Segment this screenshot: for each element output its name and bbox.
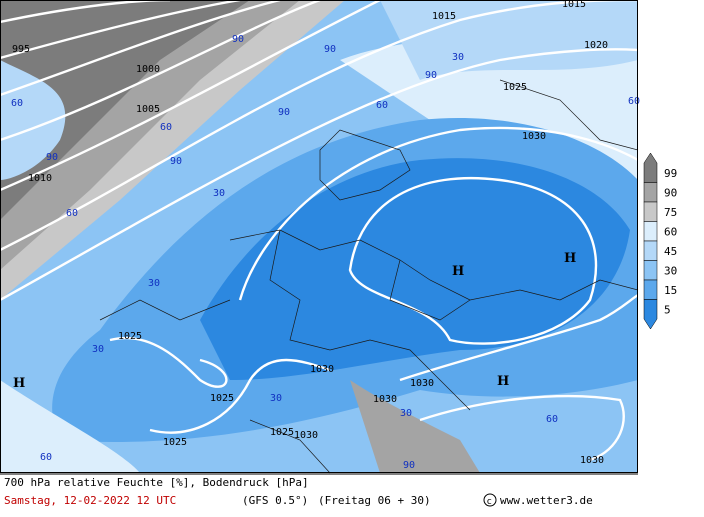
- isobar-label: 1030: [580, 455, 604, 466]
- humidity-label: 30: [452, 52, 464, 63]
- isobar-label: 1030: [310, 364, 334, 375]
- isobar: [0, 48, 639, 302]
- isobar: [419, 394, 625, 462]
- border: [229, 229, 639, 301]
- high-pressure-marker: H: [564, 251, 576, 266]
- isobar-label: 1025: [503, 82, 527, 93]
- humidity-label: 60: [11, 98, 23, 109]
- isobar-label: 1010: [28, 173, 52, 184]
- legend-label: 45: [664, 245, 677, 258]
- humidity-label: 90: [232, 34, 244, 45]
- isobar: [348, 176, 598, 345]
- map-frame: [0, 0, 638, 473]
- humidity-label: 60: [628, 96, 640, 107]
- isobar: [0, 0, 321, 142]
- legend-label: 75: [664, 206, 677, 219]
- map: 9951000100510101015101510201025103010251…: [0, 0, 640, 474]
- humidity-5: [200, 158, 630, 380]
- isobar-label: 1025: [270, 427, 294, 438]
- legend-label: 90: [664, 186, 677, 199]
- legend: 99 90 75 60 45 30 15 5: [643, 152, 677, 330]
- isobar: [0, 0, 281, 97]
- humidity-label: 60: [40, 452, 52, 463]
- legend-swatch: [643, 201, 658, 222]
- caption: 700 hPa relative Feuchte [%], Bodendruck…: [4, 476, 309, 489]
- legend-swatch: [643, 299, 658, 330]
- copyright-icon-c: c: [487, 497, 492, 507]
- border: [389, 259, 471, 321]
- model: (GFS 0.5°): [242, 494, 308, 507]
- site: www.wetter3.de: [500, 494, 593, 507]
- humidity-label: 60: [546, 414, 558, 425]
- isobar-label: 1030: [410, 378, 434, 389]
- humidity-label: 30: [148, 278, 160, 289]
- humidity-label: 30: [400, 408, 412, 419]
- humidity-label: 90: [403, 460, 415, 471]
- humidity-45: [380, 0, 638, 80]
- legend-swatch: [643, 260, 658, 281]
- high-pressure-marker: H: [13, 376, 25, 391]
- run: (Freitag 06 + 30): [318, 494, 431, 507]
- isobars: [0, 0, 639, 462]
- isobar-label: 1000: [136, 64, 160, 75]
- isobar-label: 1020: [584, 40, 608, 51]
- borders: [99, 79, 639, 474]
- legend-swatch: [643, 182, 658, 203]
- legend-swatch: [643, 240, 658, 261]
- humidity-label: 90: [170, 156, 182, 167]
- humidity-label: 90: [324, 44, 336, 55]
- legend-swatch: [643, 221, 658, 242]
- humidity-label: 60: [66, 208, 78, 219]
- border: [499, 79, 639, 151]
- humidity-label: 30: [213, 188, 225, 199]
- border: [269, 229, 471, 411]
- isobar: [0, 0, 381, 192]
- isobar-label: 1015: [432, 11, 456, 22]
- humidity-label: 90: [278, 107, 290, 118]
- isobar-label: 1030: [294, 430, 318, 441]
- humidity-label: 60: [376, 100, 388, 111]
- legend-label: 99: [664, 167, 677, 180]
- isobar-label: 1005: [136, 104, 160, 115]
- legend-label: 5: [664, 303, 671, 316]
- high-pressure-marker: H: [497, 374, 509, 389]
- high-pressure-marker: H: [452, 264, 464, 279]
- isobar-label: 1030: [373, 394, 397, 405]
- isobar-label: 1025: [210, 393, 234, 404]
- isobar-label: 1030: [522, 131, 546, 142]
- date: Samstag, 12-02-2022 12 UTC: [4, 494, 176, 507]
- isobar-label: 1025: [163, 437, 187, 448]
- legend-label: 30: [664, 264, 677, 277]
- humidity-label: 90: [425, 70, 437, 81]
- border: [319, 129, 411, 201]
- humidity-label: 30: [270, 393, 282, 404]
- isobar: [0, 0, 241, 60]
- legend-label: 60: [664, 225, 677, 238]
- copyright-icon: [483, 493, 497, 507]
- legend-label: 15: [664, 284, 677, 297]
- isobar-label: 1025: [118, 331, 142, 342]
- isobar: [0, 0, 639, 252]
- humidity-90: [350, 380, 480, 473]
- isobar-label: 995: [12, 44, 30, 55]
- legend-swatch: [643, 279, 658, 300]
- humidity-99: [0, 0, 250, 220]
- humidity-label: 60: [160, 122, 172, 133]
- border: [99, 299, 331, 474]
- isobar: [109, 337, 228, 388]
- humidity-label: 30: [92, 344, 104, 355]
- isobar: [238, 126, 639, 301]
- isobar: [149, 358, 331, 434]
- humidity-60: [0, 380, 140, 473]
- humidity-label: 90: [46, 152, 58, 163]
- isobar-label: 1015: [562, 0, 586, 10]
- isobar: [399, 293, 639, 382]
